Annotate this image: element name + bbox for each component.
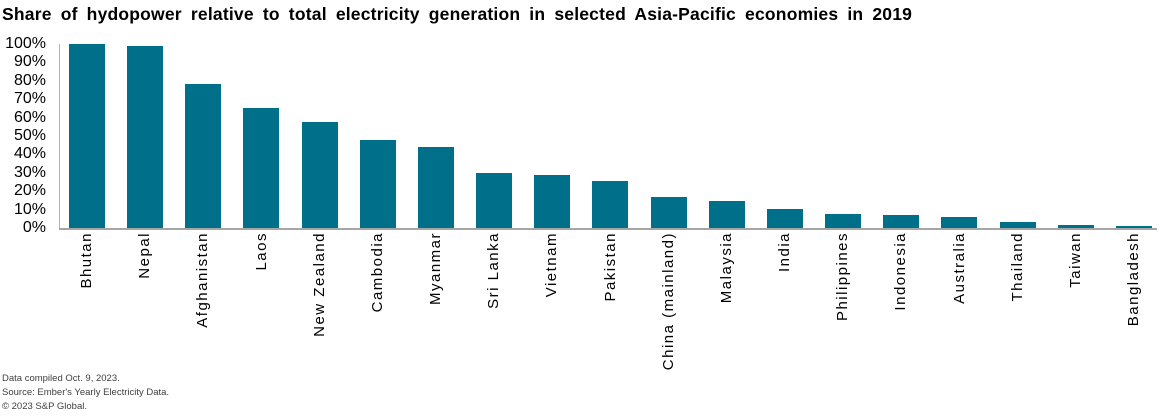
x-label-malaysia: Malaysia	[717, 232, 735, 304]
x-label-afghanistan: Afghanistan	[194, 232, 212, 328]
bar-new-zealand	[301, 122, 338, 228]
x-axis-line	[59, 228, 1157, 230]
bar-cambodia	[359, 139, 396, 228]
y-tick-40: 40%	[13, 145, 46, 163]
bar-nepal	[127, 45, 164, 228]
y-tick-30: 30%	[13, 163, 46, 181]
bar-bangladesh	[1115, 225, 1152, 228]
bar-bhutan	[69, 44, 105, 228]
y-axis-tick-labels: 100% 90% 80% 70% 60% 50% 40% 30% 20% 10% 0%	[0, 36, 46, 236]
x-label-vietnam: Vietnam	[543, 232, 561, 298]
x-label-indonesia: Indonesia	[892, 232, 910, 311]
x-label-bangladesh: Bangladesh	[1125, 232, 1142, 327]
chart-title: Share of hydopower relative to total ele…	[2, 4, 913, 24]
x-label-pakistan: Pakistan	[601, 232, 619, 302]
bar-sri-lanka	[476, 172, 513, 228]
x-label-taiwan: Taiwan	[1066, 232, 1084, 288]
y-tick-70: 70%	[13, 90, 46, 108]
x-label-laos: Laos	[252, 232, 270, 271]
x-axis-category-labels: Bhutan Nepal Afghanistan Laos New Zealand Cam…	[69, 232, 1152, 384]
bar-pakistan	[592, 181, 629, 228]
footer-data-compiled: Data compiled Oct. 9, 2023.	[2, 373, 120, 384]
y-tick-20: 20%	[13, 182, 46, 200]
bar-afghanistan	[185, 84, 222, 228]
bar-myanmar	[417, 147, 454, 228]
bar-series	[69, 44, 1152, 228]
y-tick-60: 60%	[13, 108, 46, 126]
bar-laos	[243, 108, 280, 228]
bar-india	[766, 208, 803, 228]
bar-thailand	[999, 221, 1036, 228]
footer-source: Source: Ember's Yearly Electricity Data.	[2, 387, 170, 398]
bar-vietnam	[534, 174, 571, 228]
y-tick-50: 50%	[13, 127, 46, 144]
x-label-cambodia: Cambodia	[368, 232, 386, 313]
x-label-thailand: Thailand	[1008, 232, 1026, 302]
y-axis-line	[59, 44, 60, 228]
x-label-nepal: Nepal	[136, 232, 154, 279]
bar-china-mainland	[650, 196, 687, 228]
x-label-new-zealand: New Zealand	[310, 232, 328, 337]
bar-taiwan	[1057, 224, 1094, 228]
bar-indonesia	[883, 215, 920, 228]
y-tick-10: 10%	[13, 200, 46, 218]
y-tick-80: 80%	[13, 71, 46, 89]
bar-philippines	[825, 214, 862, 228]
x-label-india: India	[776, 232, 793, 273]
x-label-china-mainland: China (mainland)	[659, 232, 677, 371]
y-tick-0: 0%	[22, 219, 46, 236]
x-label-sri-lanka: Sri Lanka	[485, 232, 503, 309]
bar-australia	[941, 216, 978, 228]
y-tick-90: 90%	[13, 53, 46, 71]
footer-copyright: © 2023 S&P Global.	[2, 401, 87, 412]
bar-malaysia	[708, 201, 745, 228]
x-label-myanmar: Myanmar	[427, 232, 444, 306]
x-label-philippines: Philippines	[834, 232, 852, 322]
x-label-bhutan: Bhutan	[78, 232, 95, 289]
y-tick-100: 100%	[5, 35, 46, 52]
x-label-australia: Australia	[950, 232, 968, 304]
